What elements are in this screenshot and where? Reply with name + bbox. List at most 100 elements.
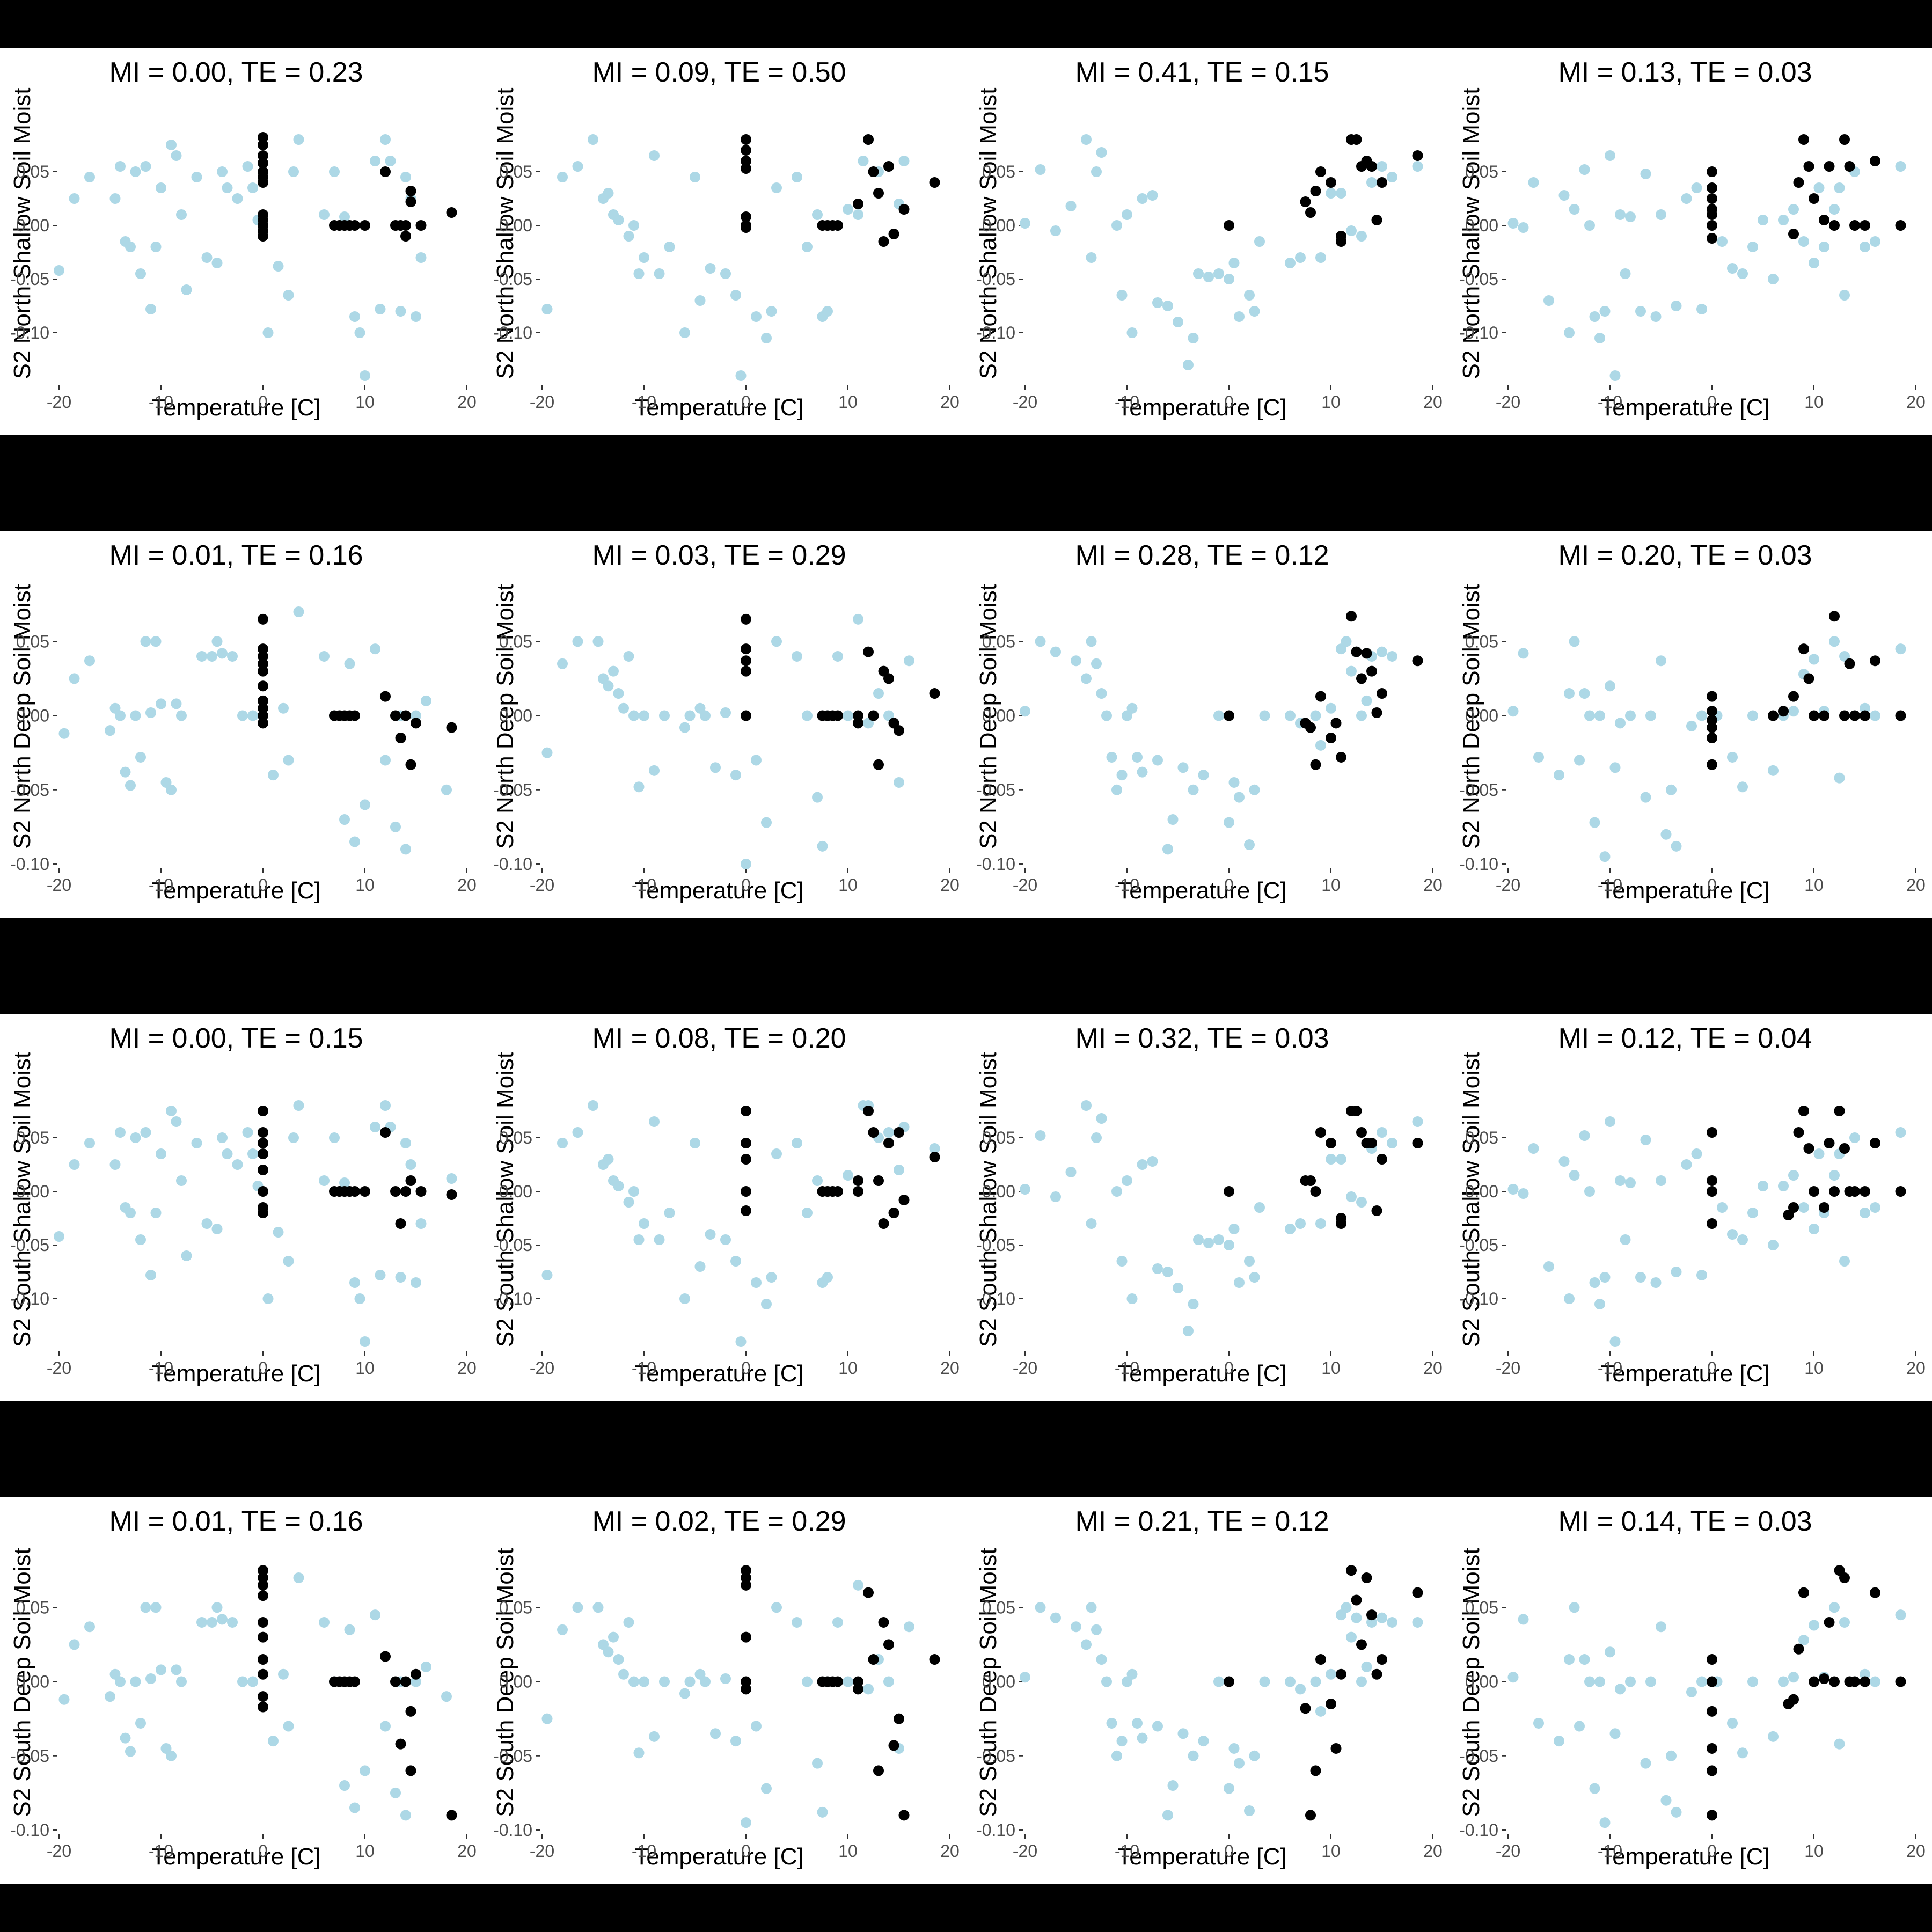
- light-point: [1870, 1202, 1880, 1213]
- light-point: [1366, 1616, 1377, 1628]
- light-point: [894, 1165, 904, 1175]
- dark-point: [1707, 1654, 1717, 1665]
- light-point: [679, 327, 690, 338]
- dark-point: [1707, 233, 1717, 244]
- light-point: [1834, 182, 1845, 193]
- scatter-panel: MI = 0.00, TE = 0.23 S2 North Shallow Soi…: [9, 57, 477, 421]
- dark-point: [873, 188, 884, 199]
- light-point: [1326, 702, 1336, 714]
- dark-point: [1224, 1676, 1234, 1687]
- light-point: [873, 688, 884, 699]
- light-point: [1518, 1188, 1529, 1199]
- y-tick-label: -0.10: [10, 323, 49, 342]
- y-tick-label: 0.00: [16, 1672, 49, 1692]
- light-point: [1860, 1668, 1870, 1680]
- light-point: [1589, 311, 1600, 322]
- dark-point: [1707, 714, 1717, 726]
- light-point: [109, 193, 121, 204]
- light-point: [1315, 252, 1326, 263]
- light-point: [415, 252, 427, 263]
- light-point: [1020, 1672, 1030, 1683]
- dark-point: [832, 1676, 843, 1687]
- x-tick-label: -20: [1496, 392, 1520, 412]
- light-point: [751, 1721, 762, 1732]
- light-point: [1249, 1272, 1260, 1283]
- light-point: [1346, 1191, 1357, 1202]
- y-tick-label: 0.05: [982, 632, 1015, 651]
- light-point: [1798, 1635, 1809, 1646]
- light-point: [1183, 1326, 1194, 1336]
- y-axis-label: S2 South Shallow Soil Moist: [975, 1052, 1001, 1347]
- light-point: [1167, 814, 1179, 825]
- x-tick-label: 10: [355, 392, 375, 412]
- light-point: [446, 1173, 457, 1184]
- x-tick-label: 0: [741, 875, 751, 895]
- dark-point: [1860, 1676, 1870, 1687]
- light-point: [375, 304, 386, 314]
- dark-point: [741, 1676, 751, 1687]
- dark-point: [258, 1654, 268, 1665]
- light-point: [400, 844, 411, 855]
- light-point: [1768, 1731, 1779, 1742]
- light-point: [623, 1197, 634, 1208]
- light-point: [84, 1621, 95, 1633]
- dark-point: [1860, 220, 1870, 231]
- light-point: [1183, 360, 1194, 370]
- y-axis-label: S2 North Shallow Soil Moist: [975, 88, 1001, 379]
- light-point: [166, 140, 177, 150]
- light-point: [832, 650, 843, 662]
- y-tick-label: 0.00: [982, 216, 1015, 235]
- x-tick-label: 20: [1423, 875, 1443, 895]
- y-tick-label: 0.05: [982, 1598, 1015, 1617]
- light-point: [1387, 172, 1397, 182]
- light-point: [380, 134, 391, 145]
- light-point: [1081, 1100, 1092, 1111]
- light-point: [649, 765, 660, 776]
- light-point: [603, 1646, 614, 1658]
- light-point: [684, 710, 696, 721]
- dark-point: [349, 1186, 360, 1197]
- x-axis-label: Temperature [C]: [1600, 1843, 1769, 1870]
- dark-point: [868, 166, 879, 177]
- light-point: [1518, 1614, 1529, 1625]
- light-point: [1589, 1277, 1600, 1288]
- x-axis-label: Temperature [C]: [1117, 394, 1286, 421]
- light-point: [171, 150, 182, 161]
- dark-point: [863, 646, 874, 657]
- x-tick-label: 10: [355, 1841, 375, 1861]
- dark-point: [415, 220, 427, 231]
- scatter-panel: MI = 0.13, TE = 0.03 S2 North Shallow Soi…: [1458, 57, 1926, 421]
- dark-point: [888, 1208, 899, 1218]
- light-point: [843, 1170, 853, 1181]
- dark-point: [894, 1713, 904, 1724]
- dark-point: [1783, 1210, 1794, 1220]
- light-point: [1569, 1602, 1580, 1613]
- light-point: [1295, 1684, 1306, 1695]
- dark-point: [863, 1106, 874, 1116]
- light-point: [441, 1691, 452, 1702]
- light-point: [1065, 201, 1077, 211]
- light-point: [125, 1208, 136, 1218]
- dark-point: [1839, 134, 1850, 145]
- light-point: [130, 166, 141, 177]
- dark-point: [405, 1706, 416, 1717]
- dark-point: [894, 725, 904, 736]
- light-point: [1574, 1721, 1585, 1732]
- light-point: [1096, 1113, 1107, 1124]
- dark-point: [258, 702, 268, 714]
- y-tick-label: -0.05: [1459, 1235, 1498, 1255]
- light-point: [1193, 1234, 1204, 1245]
- light-point: [69, 193, 80, 204]
- light-point: [145, 1270, 156, 1280]
- light-point: [1326, 1668, 1336, 1680]
- light-point: [370, 1609, 380, 1621]
- y-tick-label: -0.10: [1459, 1289, 1498, 1308]
- dark-point: [258, 718, 268, 729]
- light-point: [1162, 1810, 1173, 1821]
- x-tick-label: 10: [1804, 392, 1824, 412]
- light-point: [1122, 1175, 1132, 1186]
- light-point: [339, 1780, 350, 1791]
- light-point: [339, 211, 350, 222]
- light-point: [232, 193, 243, 204]
